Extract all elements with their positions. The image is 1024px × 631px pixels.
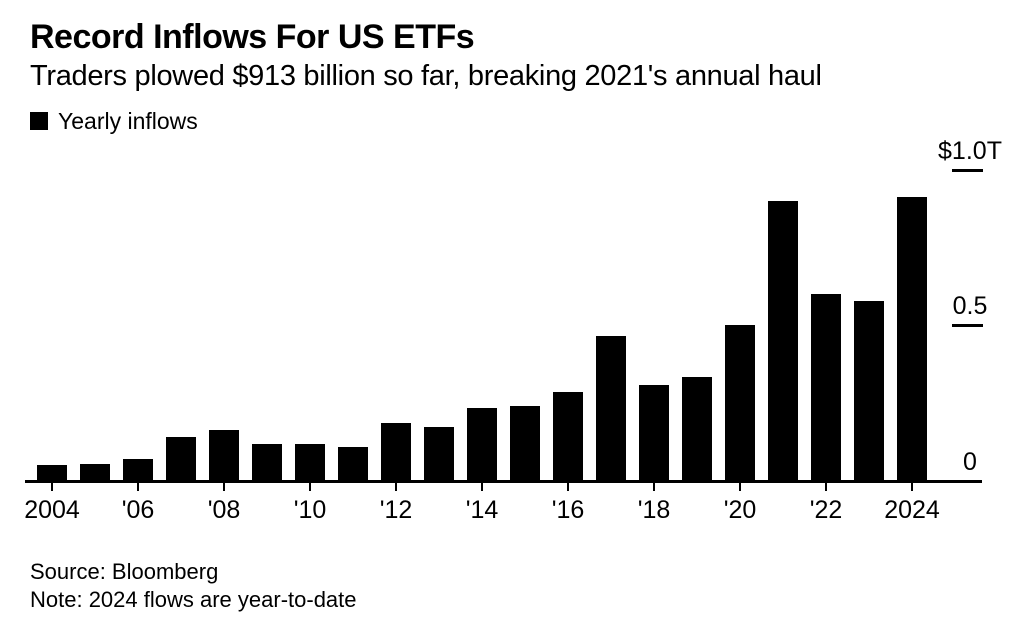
x-axis-tick-2020 bbox=[739, 483, 741, 491]
bar-2016 bbox=[553, 392, 583, 481]
legend-label: Yearly inflows bbox=[58, 108, 198, 134]
bar-2009 bbox=[252, 444, 282, 481]
source-text: Source: Bloomberg bbox=[30, 559, 219, 584]
legend: Yearly inflows bbox=[30, 108, 198, 134]
legend-swatch-icon bbox=[30, 112, 48, 130]
y-axis-label: 0.5 bbox=[952, 292, 988, 320]
x-axis-label-2010: '10 bbox=[293, 496, 327, 524]
chart-subtitle: Traders plowed $913 billion so far, brea… bbox=[30, 60, 822, 92]
x-axis-label-2020: '20 bbox=[723, 496, 757, 524]
x-axis-label-2012: '12 bbox=[379, 496, 413, 524]
bar-2021 bbox=[768, 201, 798, 481]
x-axis-label-2008: '08 bbox=[207, 496, 241, 524]
bar-2004 bbox=[37, 465, 67, 481]
bar-2019 bbox=[682, 377, 712, 481]
x-axis-tick-2008 bbox=[223, 483, 225, 491]
bar-2022 bbox=[811, 294, 841, 481]
bar-2007 bbox=[166, 437, 196, 481]
x-axis-tick-2016 bbox=[567, 483, 569, 491]
bar-2015 bbox=[510, 406, 540, 481]
bar-2012 bbox=[381, 423, 411, 481]
x-axis-label-2016: '16 bbox=[551, 496, 585, 524]
x-axis-tick-2006 bbox=[137, 483, 139, 491]
bar-2014 bbox=[467, 408, 497, 481]
x-axis-label-2024: 2024 bbox=[884, 496, 940, 524]
x-axis-line bbox=[25, 480, 982, 483]
bar-2020 bbox=[725, 325, 755, 481]
y-axis-tick bbox=[952, 169, 983, 172]
x-axis-label-2022: '22 bbox=[809, 496, 843, 524]
bar-2017 bbox=[596, 336, 626, 481]
y-axis-tick bbox=[952, 324, 983, 327]
bar-2023 bbox=[854, 301, 884, 481]
bar-2005 bbox=[80, 464, 110, 481]
note-text: Note: 2024 flows are year-to-date bbox=[30, 587, 357, 612]
x-axis-label-2006: '06 bbox=[121, 496, 155, 524]
bar-2011 bbox=[338, 447, 368, 481]
y-axis-label: $1.0T bbox=[938, 137, 1002, 165]
bar-2018 bbox=[639, 385, 669, 481]
bar-2006 bbox=[123, 459, 153, 481]
bar-2013 bbox=[424, 427, 454, 481]
bar-2024 bbox=[897, 197, 927, 481]
x-axis-tick-2018 bbox=[653, 483, 655, 491]
y-axis-label: 0 bbox=[963, 448, 977, 476]
x-axis-tick-2012 bbox=[395, 483, 397, 491]
footnotes: Source: Bloomberg Note: 2024 flows are y… bbox=[30, 558, 357, 614]
x-axis-label-2014: '14 bbox=[465, 496, 499, 524]
bar-2010 bbox=[295, 444, 325, 481]
x-axis-tick-2022 bbox=[825, 483, 827, 491]
x-axis-tick-2004 bbox=[51, 483, 53, 491]
x-axis-label-2004: 2004 bbox=[24, 496, 80, 524]
bar-2008 bbox=[209, 430, 239, 481]
x-axis-tick-2010 bbox=[309, 483, 311, 491]
x-axis-tick-2014 bbox=[481, 483, 483, 491]
x-axis-tick-2024 bbox=[911, 483, 913, 491]
x-axis-label-2018: '18 bbox=[637, 496, 671, 524]
chart-title: Record Inflows For US ETFs bbox=[30, 18, 475, 56]
